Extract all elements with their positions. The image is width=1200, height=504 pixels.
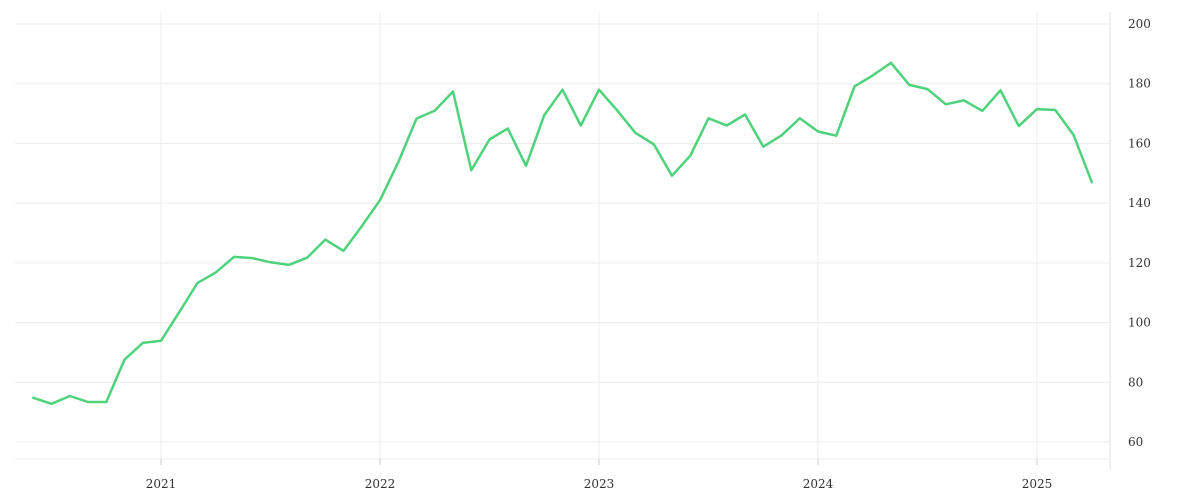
tick-labels: 60 80 100 120 140 160 180 200 2021 2022 2023 2024 20… xyxy=(146,17,1151,491)
x-tick-label: 2021 xyxy=(146,477,177,491)
series xyxy=(32,61,1094,406)
grid xyxy=(15,12,1110,460)
y-tick-label: 180 xyxy=(1128,77,1151,91)
y-tick-label: 140 xyxy=(1128,196,1151,210)
y-tick-label: 120 xyxy=(1128,256,1151,270)
x-tick-label: 2025 xyxy=(1022,477,1053,491)
y-tick-label: 80 xyxy=(1128,375,1143,389)
series-line xyxy=(32,61,1094,406)
x-tick-label: 2024 xyxy=(803,477,834,491)
x-tick-label: 2022 xyxy=(365,477,396,491)
axes xyxy=(160,12,1111,470)
y-tick-label: 100 xyxy=(1128,316,1151,330)
y-tick-label: 200 xyxy=(1128,17,1151,31)
y-tick-label: 160 xyxy=(1128,136,1151,150)
x-tick-label: 2023 xyxy=(584,477,615,491)
y-tick-label: 60 xyxy=(1128,435,1143,449)
